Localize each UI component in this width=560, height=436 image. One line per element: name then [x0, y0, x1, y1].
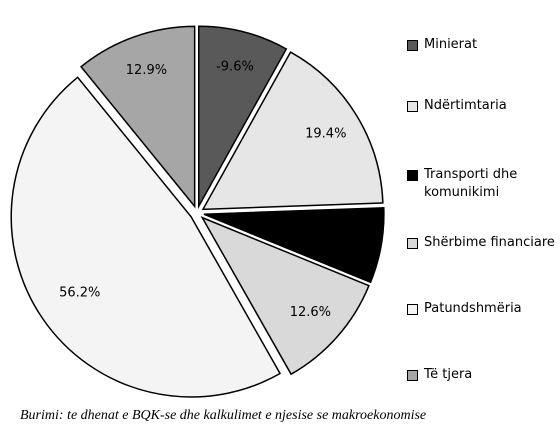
- legend-swatch: [407, 304, 418, 315]
- data-label: 19.4%: [305, 127, 346, 142]
- data-label: 12.6%: [290, 305, 331, 320]
- pie-slice: [80, 25, 196, 209]
- pie-slice: [198, 25, 288, 210]
- legend-label: Ndërtimtaria: [424, 98, 507, 113]
- legend-item: Të tjera: [407, 366, 472, 384]
- data-label: 12.9%: [126, 63, 167, 78]
- pie-slice: [10, 76, 282, 398]
- chart: -9.6% 19.4% 12.6% 56.2% 12.9%: [10, 25, 385, 398]
- legend-item: Ndërtimtaria: [407, 97, 507, 115]
- pie-slice: [200, 216, 370, 376]
- legend-item: Minierat: [407, 36, 477, 54]
- legend-swatch: [407, 170, 418, 181]
- legend-label: Minierat: [424, 37, 478, 52]
- legend-label: Shërbime financiare: [424, 235, 555, 250]
- pie-slice: [203, 207, 385, 284]
- legend-item: Shërbime financiare: [407, 234, 555, 252]
- legend-label: Të tjera: [424, 367, 473, 382]
- legend-item: Patundshmëria: [407, 300, 522, 318]
- data-label: 56.2%: [59, 286, 100, 301]
- legend-label: Transporti dhe komunikimi: [424, 167, 518, 200]
- legend-swatch: [407, 370, 418, 381]
- data-label: -9.6%: [216, 59, 254, 74]
- legend-label: Patundshmëria: [424, 301, 522, 316]
- legend-swatch: [407, 40, 418, 51]
- source-note: Burimi: te dhenat e BQK-se dhe kalkulime…: [20, 408, 427, 423]
- legend-swatch: [407, 101, 418, 112]
- legend-item: Transporti dhe komunikimi: [407, 166, 555, 202]
- pie-slice: [201, 51, 384, 211]
- legend-swatch: [407, 238, 418, 249]
